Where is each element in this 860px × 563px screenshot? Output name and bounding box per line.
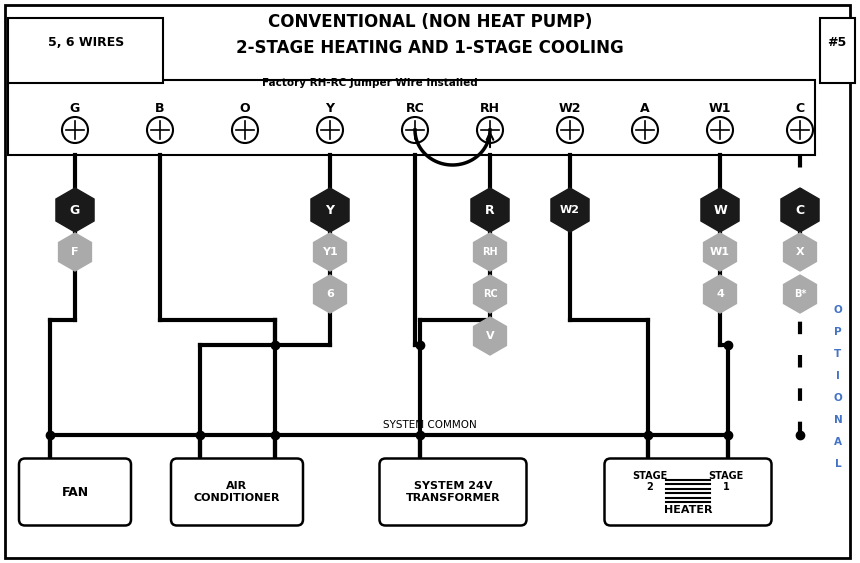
Circle shape bbox=[317, 117, 343, 143]
Polygon shape bbox=[58, 233, 91, 271]
Circle shape bbox=[787, 117, 813, 143]
Polygon shape bbox=[314, 233, 347, 271]
Polygon shape bbox=[783, 275, 816, 313]
Polygon shape bbox=[314, 275, 347, 313]
FancyBboxPatch shape bbox=[8, 80, 815, 155]
Text: N: N bbox=[833, 415, 843, 425]
Text: STAGE: STAGE bbox=[632, 471, 667, 481]
Text: Y: Y bbox=[325, 203, 335, 217]
Polygon shape bbox=[474, 275, 507, 313]
Circle shape bbox=[477, 117, 503, 143]
Text: X: X bbox=[796, 247, 804, 257]
Text: W1: W1 bbox=[710, 247, 730, 257]
Circle shape bbox=[62, 117, 88, 143]
Text: L: L bbox=[835, 459, 841, 469]
Circle shape bbox=[632, 117, 658, 143]
Text: AIR
CONDITIONER: AIR CONDITIONER bbox=[194, 481, 280, 503]
Text: W2: W2 bbox=[560, 205, 580, 215]
Text: B*: B* bbox=[794, 289, 806, 299]
Polygon shape bbox=[701, 188, 739, 232]
Text: O: O bbox=[833, 393, 843, 403]
Circle shape bbox=[402, 117, 428, 143]
Text: W: W bbox=[713, 203, 727, 217]
Text: 2: 2 bbox=[647, 482, 654, 492]
Text: G: G bbox=[70, 101, 80, 114]
Text: T: T bbox=[834, 349, 842, 359]
Text: 4: 4 bbox=[716, 289, 724, 299]
Text: G: G bbox=[70, 203, 80, 217]
Text: C: C bbox=[796, 101, 805, 114]
Text: A: A bbox=[834, 437, 842, 447]
Text: 6: 6 bbox=[326, 289, 334, 299]
Polygon shape bbox=[703, 275, 736, 313]
Text: SYSTEM COMMON: SYSTEM COMMON bbox=[383, 420, 477, 430]
Polygon shape bbox=[56, 188, 94, 232]
Text: SYSTEM 24V
TRANSFORMER: SYSTEM 24V TRANSFORMER bbox=[406, 481, 501, 503]
FancyBboxPatch shape bbox=[8, 18, 163, 83]
Text: W1: W1 bbox=[709, 101, 731, 114]
Polygon shape bbox=[474, 317, 507, 355]
Text: R: R bbox=[485, 203, 494, 217]
FancyBboxPatch shape bbox=[820, 18, 855, 83]
FancyBboxPatch shape bbox=[5, 5, 850, 558]
Text: F: F bbox=[71, 247, 79, 257]
Text: Y: Y bbox=[325, 101, 335, 114]
Polygon shape bbox=[781, 188, 819, 232]
Polygon shape bbox=[551, 188, 589, 232]
Text: #5: #5 bbox=[827, 35, 846, 48]
Text: C: C bbox=[796, 203, 805, 217]
Text: RC: RC bbox=[406, 101, 424, 114]
FancyBboxPatch shape bbox=[379, 458, 526, 525]
Polygon shape bbox=[783, 233, 816, 271]
Text: P: P bbox=[834, 327, 842, 337]
Polygon shape bbox=[471, 188, 509, 232]
Text: 2-STAGE HEATING AND 1-STAGE COOLING: 2-STAGE HEATING AND 1-STAGE COOLING bbox=[237, 39, 624, 57]
FancyBboxPatch shape bbox=[605, 458, 771, 525]
Text: B: B bbox=[156, 101, 165, 114]
Text: Y1: Y1 bbox=[322, 247, 338, 257]
Text: CONVENTIONAL (NON HEAT PUMP): CONVENTIONAL (NON HEAT PUMP) bbox=[267, 13, 593, 31]
Text: O: O bbox=[240, 101, 250, 114]
Text: A: A bbox=[640, 101, 650, 114]
Text: STAGE: STAGE bbox=[709, 471, 744, 481]
Text: 5, 6 WIRES: 5, 6 WIRES bbox=[48, 35, 124, 48]
Text: RH: RH bbox=[482, 247, 498, 257]
FancyBboxPatch shape bbox=[19, 458, 131, 525]
Polygon shape bbox=[703, 233, 736, 271]
Circle shape bbox=[557, 117, 583, 143]
Circle shape bbox=[232, 117, 258, 143]
Polygon shape bbox=[474, 233, 507, 271]
Text: RH: RH bbox=[480, 101, 500, 114]
Text: RC: RC bbox=[482, 289, 497, 299]
Circle shape bbox=[147, 117, 173, 143]
Text: Factory RH-RC Jumper Wire Installed: Factory RH-RC Jumper Wire Installed bbox=[262, 78, 478, 88]
FancyBboxPatch shape bbox=[171, 458, 303, 525]
Text: V: V bbox=[486, 331, 494, 341]
Text: O: O bbox=[833, 305, 843, 315]
Circle shape bbox=[707, 117, 733, 143]
Text: W2: W2 bbox=[559, 101, 581, 114]
Text: FAN: FAN bbox=[61, 485, 89, 498]
Polygon shape bbox=[311, 188, 349, 232]
Text: 1: 1 bbox=[722, 482, 729, 492]
Text: HEATER: HEATER bbox=[664, 505, 712, 515]
Text: I: I bbox=[836, 371, 840, 381]
